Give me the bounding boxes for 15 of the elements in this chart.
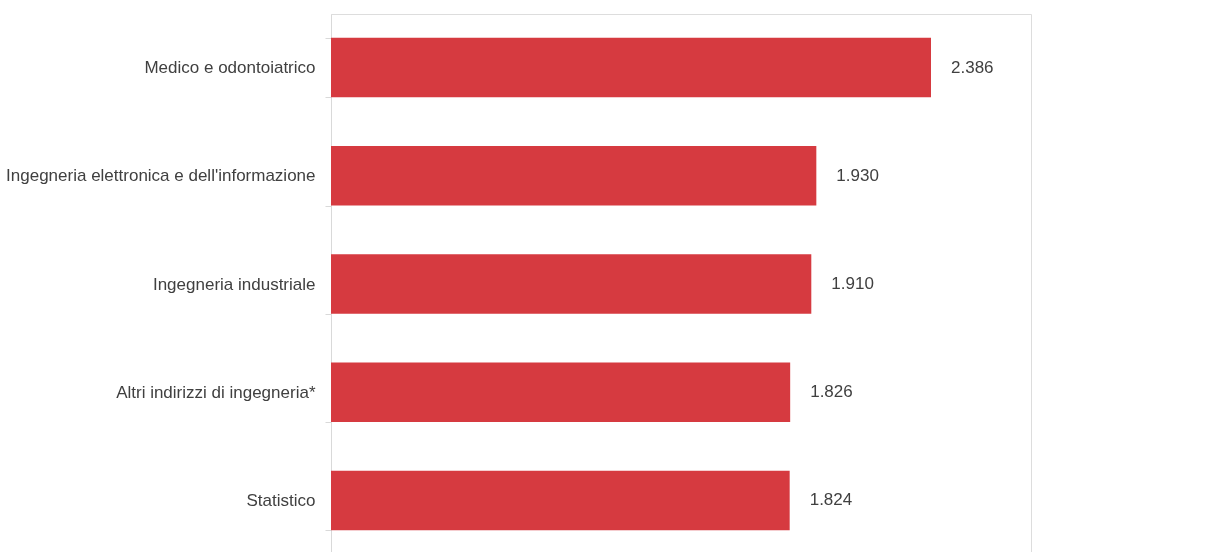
y-tick-label: Medico e odontoiatrico xyxy=(144,58,316,78)
bar xyxy=(331,470,790,531)
bar xyxy=(331,37,931,98)
bar xyxy=(331,146,817,206)
y-tick-label: Statistico xyxy=(246,490,316,510)
y-tick-label: Ingegneria industriale xyxy=(152,274,316,294)
data-label: 1.930 xyxy=(836,165,879,185)
bar xyxy=(331,254,812,314)
y-tick-label: Ingegneria elettronica e dell'informazione xyxy=(6,166,316,186)
y-tick-label: Altri indirizzi di ingegneria* xyxy=(116,382,316,402)
data-label: 1.910 xyxy=(831,274,874,293)
bar xyxy=(331,362,791,422)
data-label: 2.386 xyxy=(951,57,994,77)
data-label: 1.826 xyxy=(810,382,853,402)
data-label: 1.824 xyxy=(809,490,853,510)
